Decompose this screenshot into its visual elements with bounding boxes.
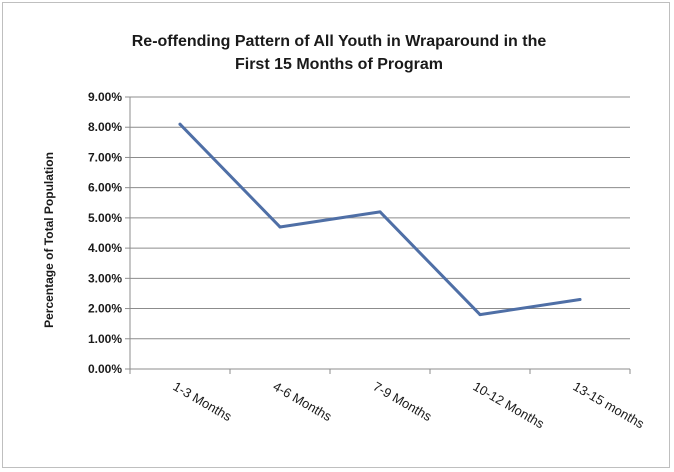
y-axis-label: Percentage of Total Population [42, 152, 56, 328]
y-tick-label: 5.00% [88, 211, 122, 225]
x-tick-label: 10-12 Months [471, 379, 548, 432]
x-tick-label: 13-15 months [571, 379, 648, 432]
x-tick-label: 1-3 Months [171, 379, 235, 425]
data-point [178, 122, 182, 126]
y-tick-label: 0.00% [88, 362, 122, 376]
data-point [278, 225, 282, 229]
data-point [378, 210, 382, 214]
chart-title-line-2: First 15 Months of Program [235, 56, 443, 73]
y-tick-label: 4.00% [88, 241, 122, 255]
line-chart: Re-offending Pattern of All Youth in Wra… [42, 33, 648, 432]
x-axis-ticks: 1-3 Months 4-6 Months 7-9 Months 10-12 Mont… [129, 369, 648, 432]
chart-title-line-1: Re-offending Pattern of All Youth in Wra… [132, 33, 547, 50]
x-tick-label: 4-6 Months [271, 379, 335, 425]
y-tick-label: 6.00% [88, 181, 122, 195]
y-tick-label: 3.00% [88, 271, 122, 285]
data-point [478, 313, 482, 317]
y-tick-label: 8.00% [88, 120, 122, 134]
series-line [178, 122, 582, 317]
x-tick-label: 7-9 Months [371, 379, 435, 425]
y-tick-label: 9.00% [88, 90, 122, 104]
y-tick-label: 1.00% [88, 332, 122, 346]
y-axis-ticks: 0.00% 1.00% 2.00% 3.00% 4.00% 5.00% 6.00% 7.00%… [88, 90, 130, 376]
y-tick-label: 2.00% [88, 302, 122, 316]
data-point [578, 297, 582, 301]
y-tick-label: 7.00% [88, 150, 122, 164]
chart-frame: Re-offending Pattern of All Youth in Wra… [2, 2, 670, 468]
series [178, 122, 582, 317]
axes [129, 97, 630, 370]
